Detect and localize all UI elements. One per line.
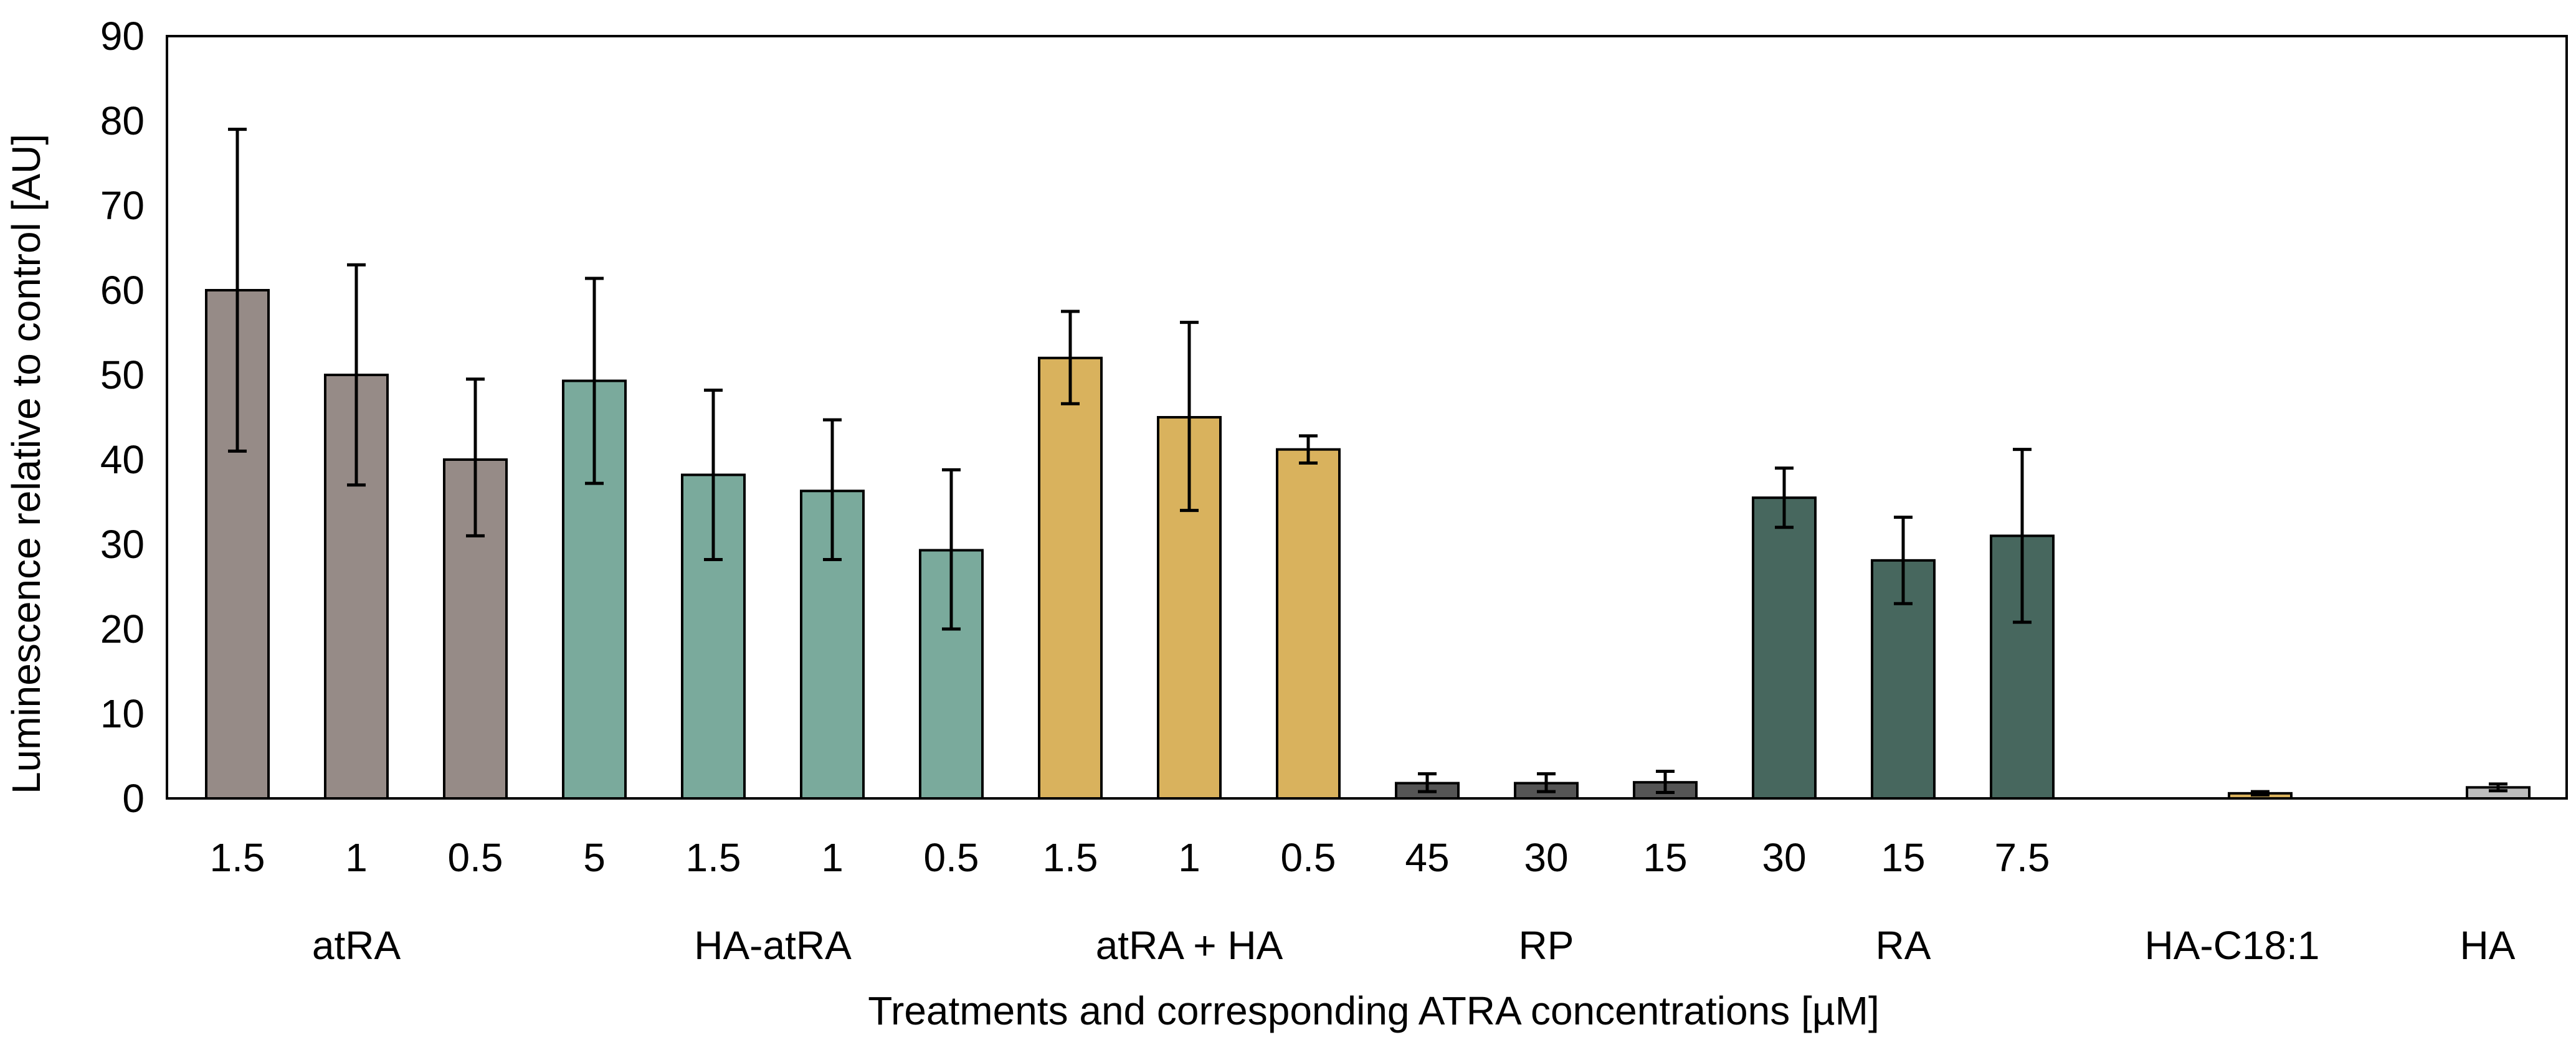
group-label: RP [1519,923,1574,968]
x-tick-label: 1.5 [686,835,741,880]
group-label: HA-atRA [694,923,852,968]
x-tick-label: 1 [821,835,844,880]
x-tick-label: 5 [583,835,606,880]
bar [1752,496,1817,800]
group-label: RA [1876,923,1931,968]
group-label: atRA + HA [1096,923,1283,968]
x-tick-label: 30 [1762,835,1806,880]
x-tick-label: 7.5 [1995,835,2050,880]
x-tick-label: 0.5 [1281,835,1336,880]
y-tick-label: 10 [100,691,145,736]
y-tick-label: 70 [100,183,145,228]
group-label: HA [2460,923,2516,968]
bar [1276,448,1341,800]
x-axis-title: Treatments and corresponding ATRA concen… [868,988,1879,1033]
y-tick-label: 60 [100,268,145,313]
x-tick-label: 1 [1178,835,1200,880]
group-label: atRA [312,923,401,968]
x-tick-label: 0.5 [448,835,503,880]
x-tick-label: 1 [345,835,368,880]
y-axis-ticks: 0 10 20 30 40 50 60 70 80 90 [100,14,145,821]
y-tick-label: 80 [100,98,145,143]
x-tick-label: 0.5 [924,835,979,880]
bar [1038,356,1103,800]
group-label: HA-C18:1 [2145,923,2320,968]
x-tick-label: 15 [1643,835,1687,880]
y-tick-label: 40 [100,437,145,482]
y-tick-label: 90 [100,14,145,59]
x-tick-label: 1.5 [210,835,265,880]
x-tick-label: 15 [1881,835,1925,880]
bars-layer [205,128,2531,800]
y-tick-label: 30 [100,522,145,567]
y-tick-label: 0 [122,776,145,821]
y-tick-label: 50 [100,352,145,397]
plot-frame [166,35,2568,800]
x-tick-label: 30 [1524,835,1568,880]
y-tick-label: 20 [100,607,145,651]
y-axis-title: Luminescence relative to control [AU] [4,134,49,794]
x-tick-label: 1.5 [1043,835,1098,880]
category-labels: 1.5 1 0.5 5 1.5 1 0.5 1.5 1 0.5 45 30 15 30 15 7.5 atRA H… [210,835,2516,968]
x-tick-label: 45 [1405,835,1449,880]
